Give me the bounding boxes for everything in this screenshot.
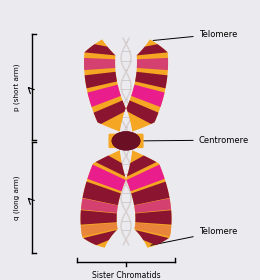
Polygon shape [126,101,158,124]
Polygon shape [84,44,115,55]
Polygon shape [94,101,126,124]
Polygon shape [131,85,165,107]
Polygon shape [85,72,117,88]
Text: Telomere: Telomere [153,30,237,41]
Polygon shape [84,58,115,70]
Polygon shape [88,85,121,107]
Polygon shape [134,223,171,236]
Polygon shape [137,58,168,70]
Ellipse shape [112,131,140,150]
Polygon shape [134,198,171,213]
Text: Telomere: Telomere [151,227,237,245]
Polygon shape [81,223,118,236]
Polygon shape [81,198,118,213]
Polygon shape [84,39,126,132]
Text: Centromere: Centromere [143,136,249,144]
Polygon shape [135,210,172,225]
Text: q (long arm): q (long arm) [14,175,20,220]
Ellipse shape [112,131,140,150]
Polygon shape [126,39,168,132]
Polygon shape [127,156,157,177]
Polygon shape [83,230,117,245]
FancyBboxPatch shape [108,134,144,148]
Polygon shape [81,150,126,248]
Text: Sister Chromatids: Sister Chromatids [92,271,160,280]
Polygon shape [131,182,170,205]
Polygon shape [96,156,125,177]
Polygon shape [87,165,126,191]
Polygon shape [135,230,169,245]
Polygon shape [126,165,165,191]
Polygon shape [126,150,172,248]
Polygon shape [137,44,168,55]
Polygon shape [81,210,117,225]
Text: p (short arm): p (short arm) [14,63,20,111]
Polygon shape [135,72,167,88]
Polygon shape [82,182,121,205]
